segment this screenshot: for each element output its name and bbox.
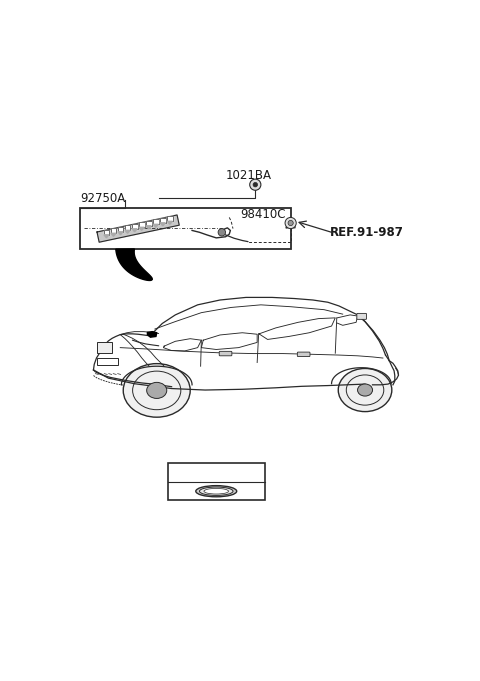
Polygon shape xyxy=(116,249,152,281)
Polygon shape xyxy=(132,229,137,232)
Polygon shape xyxy=(132,223,137,229)
Polygon shape xyxy=(146,221,152,226)
Polygon shape xyxy=(167,221,172,224)
Circle shape xyxy=(288,221,293,225)
Polygon shape xyxy=(286,223,295,228)
Circle shape xyxy=(253,183,258,187)
Ellipse shape xyxy=(358,384,372,396)
Polygon shape xyxy=(104,229,109,235)
Text: 98410C: 98410C xyxy=(240,208,286,221)
Text: 84148: 84148 xyxy=(196,465,236,478)
Polygon shape xyxy=(125,225,131,230)
Polygon shape xyxy=(160,218,166,223)
Polygon shape xyxy=(110,228,116,234)
Ellipse shape xyxy=(147,382,167,398)
Circle shape xyxy=(218,229,226,236)
FancyBboxPatch shape xyxy=(297,352,310,357)
Circle shape xyxy=(250,179,261,190)
Polygon shape xyxy=(139,227,144,230)
Polygon shape xyxy=(160,223,166,226)
Polygon shape xyxy=(111,234,116,236)
Text: 92750A: 92750A xyxy=(80,191,125,204)
Polygon shape xyxy=(153,224,158,227)
Ellipse shape xyxy=(204,488,228,494)
Bar xyxy=(81,208,290,249)
FancyBboxPatch shape xyxy=(219,351,232,355)
Polygon shape xyxy=(146,226,151,229)
Ellipse shape xyxy=(200,487,233,495)
Ellipse shape xyxy=(338,368,392,411)
Polygon shape xyxy=(139,222,144,227)
Text: REF.91-987: REF.91-987 xyxy=(330,226,404,239)
Text: 1021BA: 1021BA xyxy=(226,169,272,182)
Polygon shape xyxy=(153,219,159,224)
FancyBboxPatch shape xyxy=(97,342,112,353)
FancyBboxPatch shape xyxy=(357,313,367,319)
Polygon shape xyxy=(104,235,109,238)
Ellipse shape xyxy=(123,364,190,417)
Polygon shape xyxy=(167,216,173,221)
Polygon shape xyxy=(125,230,130,234)
Polygon shape xyxy=(147,332,156,337)
Bar xyxy=(168,463,264,500)
Polygon shape xyxy=(118,227,123,232)
FancyBboxPatch shape xyxy=(97,358,118,365)
Circle shape xyxy=(285,217,296,229)
Ellipse shape xyxy=(196,486,237,497)
Polygon shape xyxy=(97,215,179,242)
Polygon shape xyxy=(118,232,123,235)
